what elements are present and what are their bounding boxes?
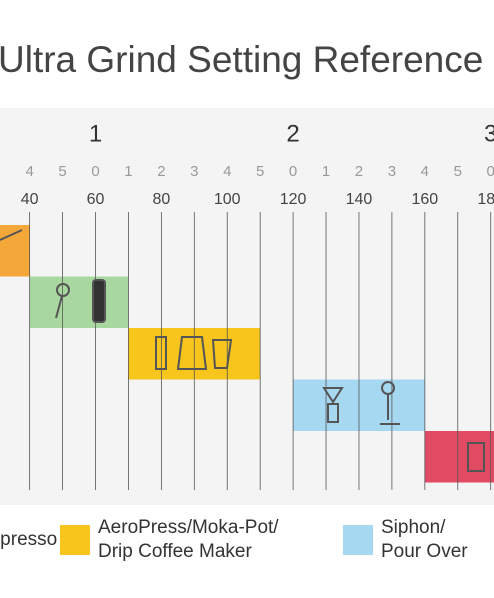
major-tick-label: 2 [286, 120, 299, 147]
x-tick-label: 120 [280, 191, 307, 208]
minor-tick-label: 4 [223, 163, 231, 180]
minor-tick-label: 5 [58, 163, 66, 180]
minor-tick-label: 1 [124, 163, 132, 180]
legend-label: Siphon/Pour Over [381, 517, 468, 562]
minor-tick-label: 4 [25, 163, 33, 180]
x-tick-label: 80 [152, 191, 170, 208]
minor-tick-label: 0 [487, 163, 494, 180]
x-tick-label: 40 [21, 191, 39, 208]
legend-label: Espresso [0, 529, 57, 550]
x-tick-label: 160 [411, 191, 438, 208]
x-tick-label: 60 [87, 191, 105, 208]
minor-tick-label: 5 [454, 163, 462, 180]
chart-title: Ultra Grind Setting Reference [0, 39, 483, 80]
minor-tick-label: 3 [388, 163, 396, 180]
x-tick-label: 140 [346, 191, 373, 208]
minor-tick-label: 1 [322, 163, 330, 180]
minor-tick-label: 2 [157, 163, 165, 180]
icons [0, 229, 485, 472]
minor-tick-label: 0 [91, 163, 99, 180]
minor-tick-label: 5 [256, 163, 264, 180]
minor-tick-label: 4 [421, 163, 429, 180]
x-tick-label: 100 [214, 191, 241, 208]
minor-tick-label: 3 [190, 163, 198, 180]
legend-swatch [60, 525, 90, 555]
legend-swatch [343, 525, 373, 555]
major-tick-label: 1 [89, 120, 102, 147]
range-bar [29, 276, 129, 328]
x-tick-label: 180 [477, 191, 494, 208]
minor-tick-label: 2 [355, 163, 363, 180]
range-bar [424, 431, 494, 483]
minor-tick-label: 0 [289, 163, 297, 180]
legend-label: AeroPress/Moka-Pot/Drip Coffee Maker [98, 517, 279, 562]
major-tick-label: 3 [484, 120, 494, 147]
